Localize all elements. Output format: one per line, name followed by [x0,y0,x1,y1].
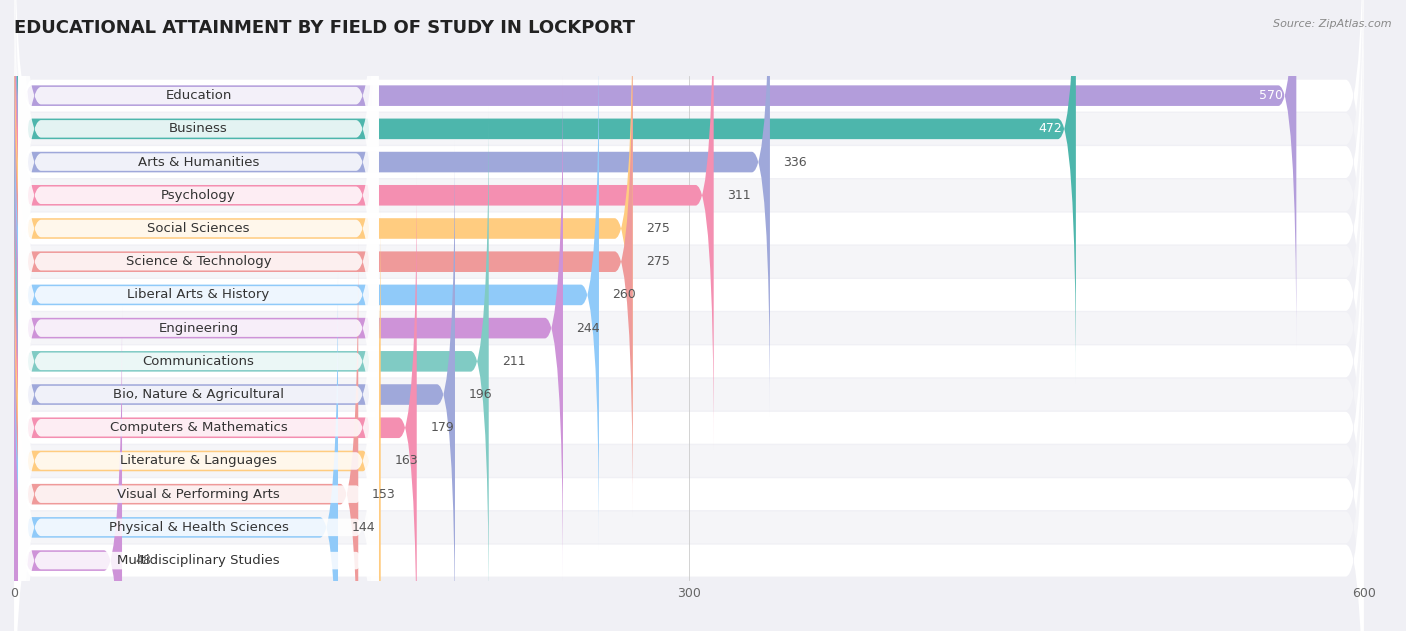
Text: Computers & Mathematics: Computers & Mathematics [110,422,287,434]
Text: Physical & Health Sciences: Physical & Health Sciences [108,521,288,534]
FancyBboxPatch shape [14,172,416,631]
Text: 244: 244 [576,322,600,334]
FancyBboxPatch shape [18,38,378,631]
FancyBboxPatch shape [14,106,489,616]
FancyBboxPatch shape [14,0,714,451]
FancyBboxPatch shape [14,0,1364,379]
FancyBboxPatch shape [14,206,381,631]
Text: Literature & Languages: Literature & Languages [120,454,277,468]
Text: 275: 275 [647,222,671,235]
FancyBboxPatch shape [14,0,1296,351]
FancyBboxPatch shape [14,112,1364,611]
FancyBboxPatch shape [18,237,378,631]
FancyBboxPatch shape [14,278,1364,631]
Text: 48: 48 [135,554,152,567]
FancyBboxPatch shape [14,0,1076,384]
FancyBboxPatch shape [14,40,599,550]
Text: Source: ZipAtlas.com: Source: ZipAtlas.com [1274,19,1392,29]
FancyBboxPatch shape [14,272,337,631]
Text: 260: 260 [613,288,636,302]
FancyBboxPatch shape [14,244,1364,631]
Text: Liberal Arts & History: Liberal Arts & History [128,288,270,302]
Text: Engineering: Engineering [159,322,239,334]
Text: 211: 211 [502,355,526,368]
FancyBboxPatch shape [14,144,1364,631]
Text: Visual & Performing Arts: Visual & Performing Arts [117,488,280,500]
Text: 179: 179 [430,422,454,434]
FancyBboxPatch shape [14,12,1364,512]
FancyBboxPatch shape [18,0,378,552]
FancyBboxPatch shape [14,311,1364,631]
Text: 275: 275 [647,255,671,268]
FancyBboxPatch shape [14,305,122,631]
Text: Social Sciences: Social Sciences [148,222,250,235]
Text: Bio, Nature & Agricultural: Bio, Nature & Agricultural [112,388,284,401]
Text: Communications: Communications [142,355,254,368]
FancyBboxPatch shape [18,5,378,631]
Text: 311: 311 [727,189,751,202]
Text: Multidisciplinary Studies: Multidisciplinary Studies [117,554,280,567]
FancyBboxPatch shape [14,0,1364,445]
FancyBboxPatch shape [18,171,378,631]
Text: 336: 336 [783,156,807,168]
FancyBboxPatch shape [18,104,378,631]
FancyBboxPatch shape [14,45,1364,545]
FancyBboxPatch shape [14,73,562,584]
Text: Arts & Humanities: Arts & Humanities [138,156,259,168]
FancyBboxPatch shape [14,78,1364,578]
FancyBboxPatch shape [18,138,378,631]
FancyBboxPatch shape [18,204,378,631]
FancyBboxPatch shape [14,0,633,484]
FancyBboxPatch shape [14,0,1364,345]
FancyBboxPatch shape [18,0,378,618]
Text: Science & Technology: Science & Technology [125,255,271,268]
Text: 144: 144 [352,521,375,534]
FancyBboxPatch shape [18,0,378,452]
FancyBboxPatch shape [14,6,633,517]
Text: Education: Education [166,89,232,102]
Text: 153: 153 [371,488,395,500]
Text: 163: 163 [394,454,418,468]
Text: 570: 570 [1258,89,1282,102]
FancyBboxPatch shape [18,0,378,485]
Text: EDUCATIONAL ATTAINMENT BY FIELD OF STUDY IN LOCKPORT: EDUCATIONAL ATTAINMENT BY FIELD OF STUDY… [14,19,636,37]
FancyBboxPatch shape [18,0,378,519]
FancyBboxPatch shape [14,0,770,418]
FancyBboxPatch shape [14,0,1364,412]
FancyBboxPatch shape [14,139,456,631]
FancyBboxPatch shape [18,0,378,585]
Text: Psychology: Psychology [162,189,236,202]
FancyBboxPatch shape [14,239,359,631]
FancyBboxPatch shape [14,211,1364,631]
Text: 196: 196 [468,388,492,401]
FancyBboxPatch shape [14,178,1364,631]
FancyBboxPatch shape [14,0,1364,478]
Text: 472: 472 [1039,122,1063,136]
FancyBboxPatch shape [18,0,378,419]
Text: Business: Business [169,122,228,136]
FancyBboxPatch shape [18,71,378,631]
